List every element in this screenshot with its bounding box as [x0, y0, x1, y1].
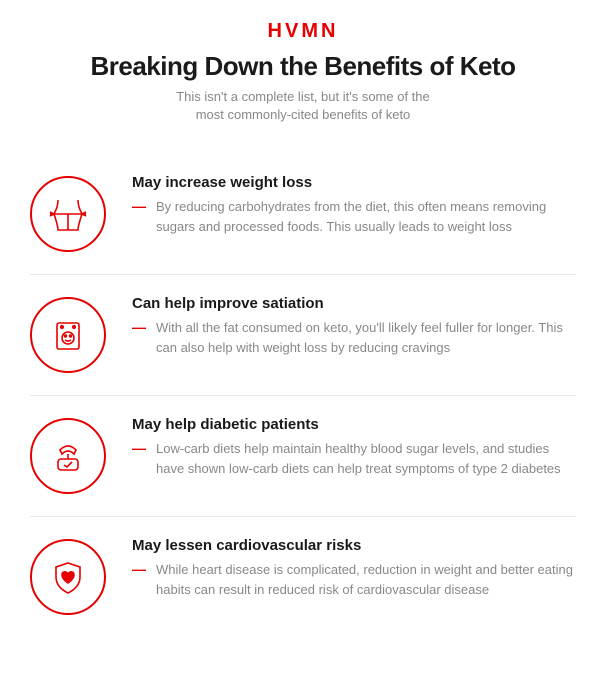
scale-icon: [30, 418, 106, 494]
dash-icon: —: [132, 197, 146, 217]
benefit-item: May help diabetic patients — Low-carb di…: [30, 396, 576, 517]
benefit-content: May increase weight loss — By reducing c…: [132, 172, 576, 236]
benefits-list: May increase weight loss — By reducing c…: [30, 154, 576, 637]
benefit-title: May increase weight loss: [132, 174, 576, 191]
benefit-item: Can help improve satiation — With all th…: [30, 275, 576, 396]
dash-icon: —: [132, 560, 146, 580]
stomach-smile-icon: [30, 297, 106, 373]
benefit-title: Can help improve satiation: [132, 295, 576, 312]
benefit-item: May lessen cardiovascular risks — While …: [30, 517, 576, 637]
benefit-description: While heart disease is complicated, redu…: [156, 560, 576, 599]
page-subtitle: This isn't a complete list, but it's som…: [30, 88, 576, 124]
benefit-content: May lessen cardiovascular risks — While …: [132, 535, 576, 599]
benefit-title: May help diabetic patients: [132, 416, 576, 433]
dash-icon: —: [132, 318, 146, 338]
subtitle-line2: most commonly-cited benefits of keto: [196, 107, 411, 122]
benefit-item: May increase weight loss — By reducing c…: [30, 154, 576, 275]
waist-icon: [30, 176, 106, 252]
heart-shield-icon: [30, 539, 106, 615]
brand-logo: HVMN: [30, 20, 576, 43]
benefit-description: By reducing carbohydrates from the diet,…: [156, 197, 576, 236]
benefit-description: With all the fat consumed on keto, you'l…: [156, 318, 576, 357]
subtitle-line1: This isn't a complete list, but it's som…: [176, 89, 430, 104]
benefit-content: May help diabetic patients — Low-carb di…: [132, 414, 576, 478]
benefit-content: Can help improve satiation — With all th…: [132, 293, 576, 357]
benefit-title: May lessen cardiovascular risks: [132, 537, 576, 554]
page-title: Breaking Down the Benefits of Keto: [30, 51, 576, 82]
dash-icon: —: [132, 439, 146, 459]
benefit-description: Low-carb diets help maintain healthy blo…: [156, 439, 576, 478]
